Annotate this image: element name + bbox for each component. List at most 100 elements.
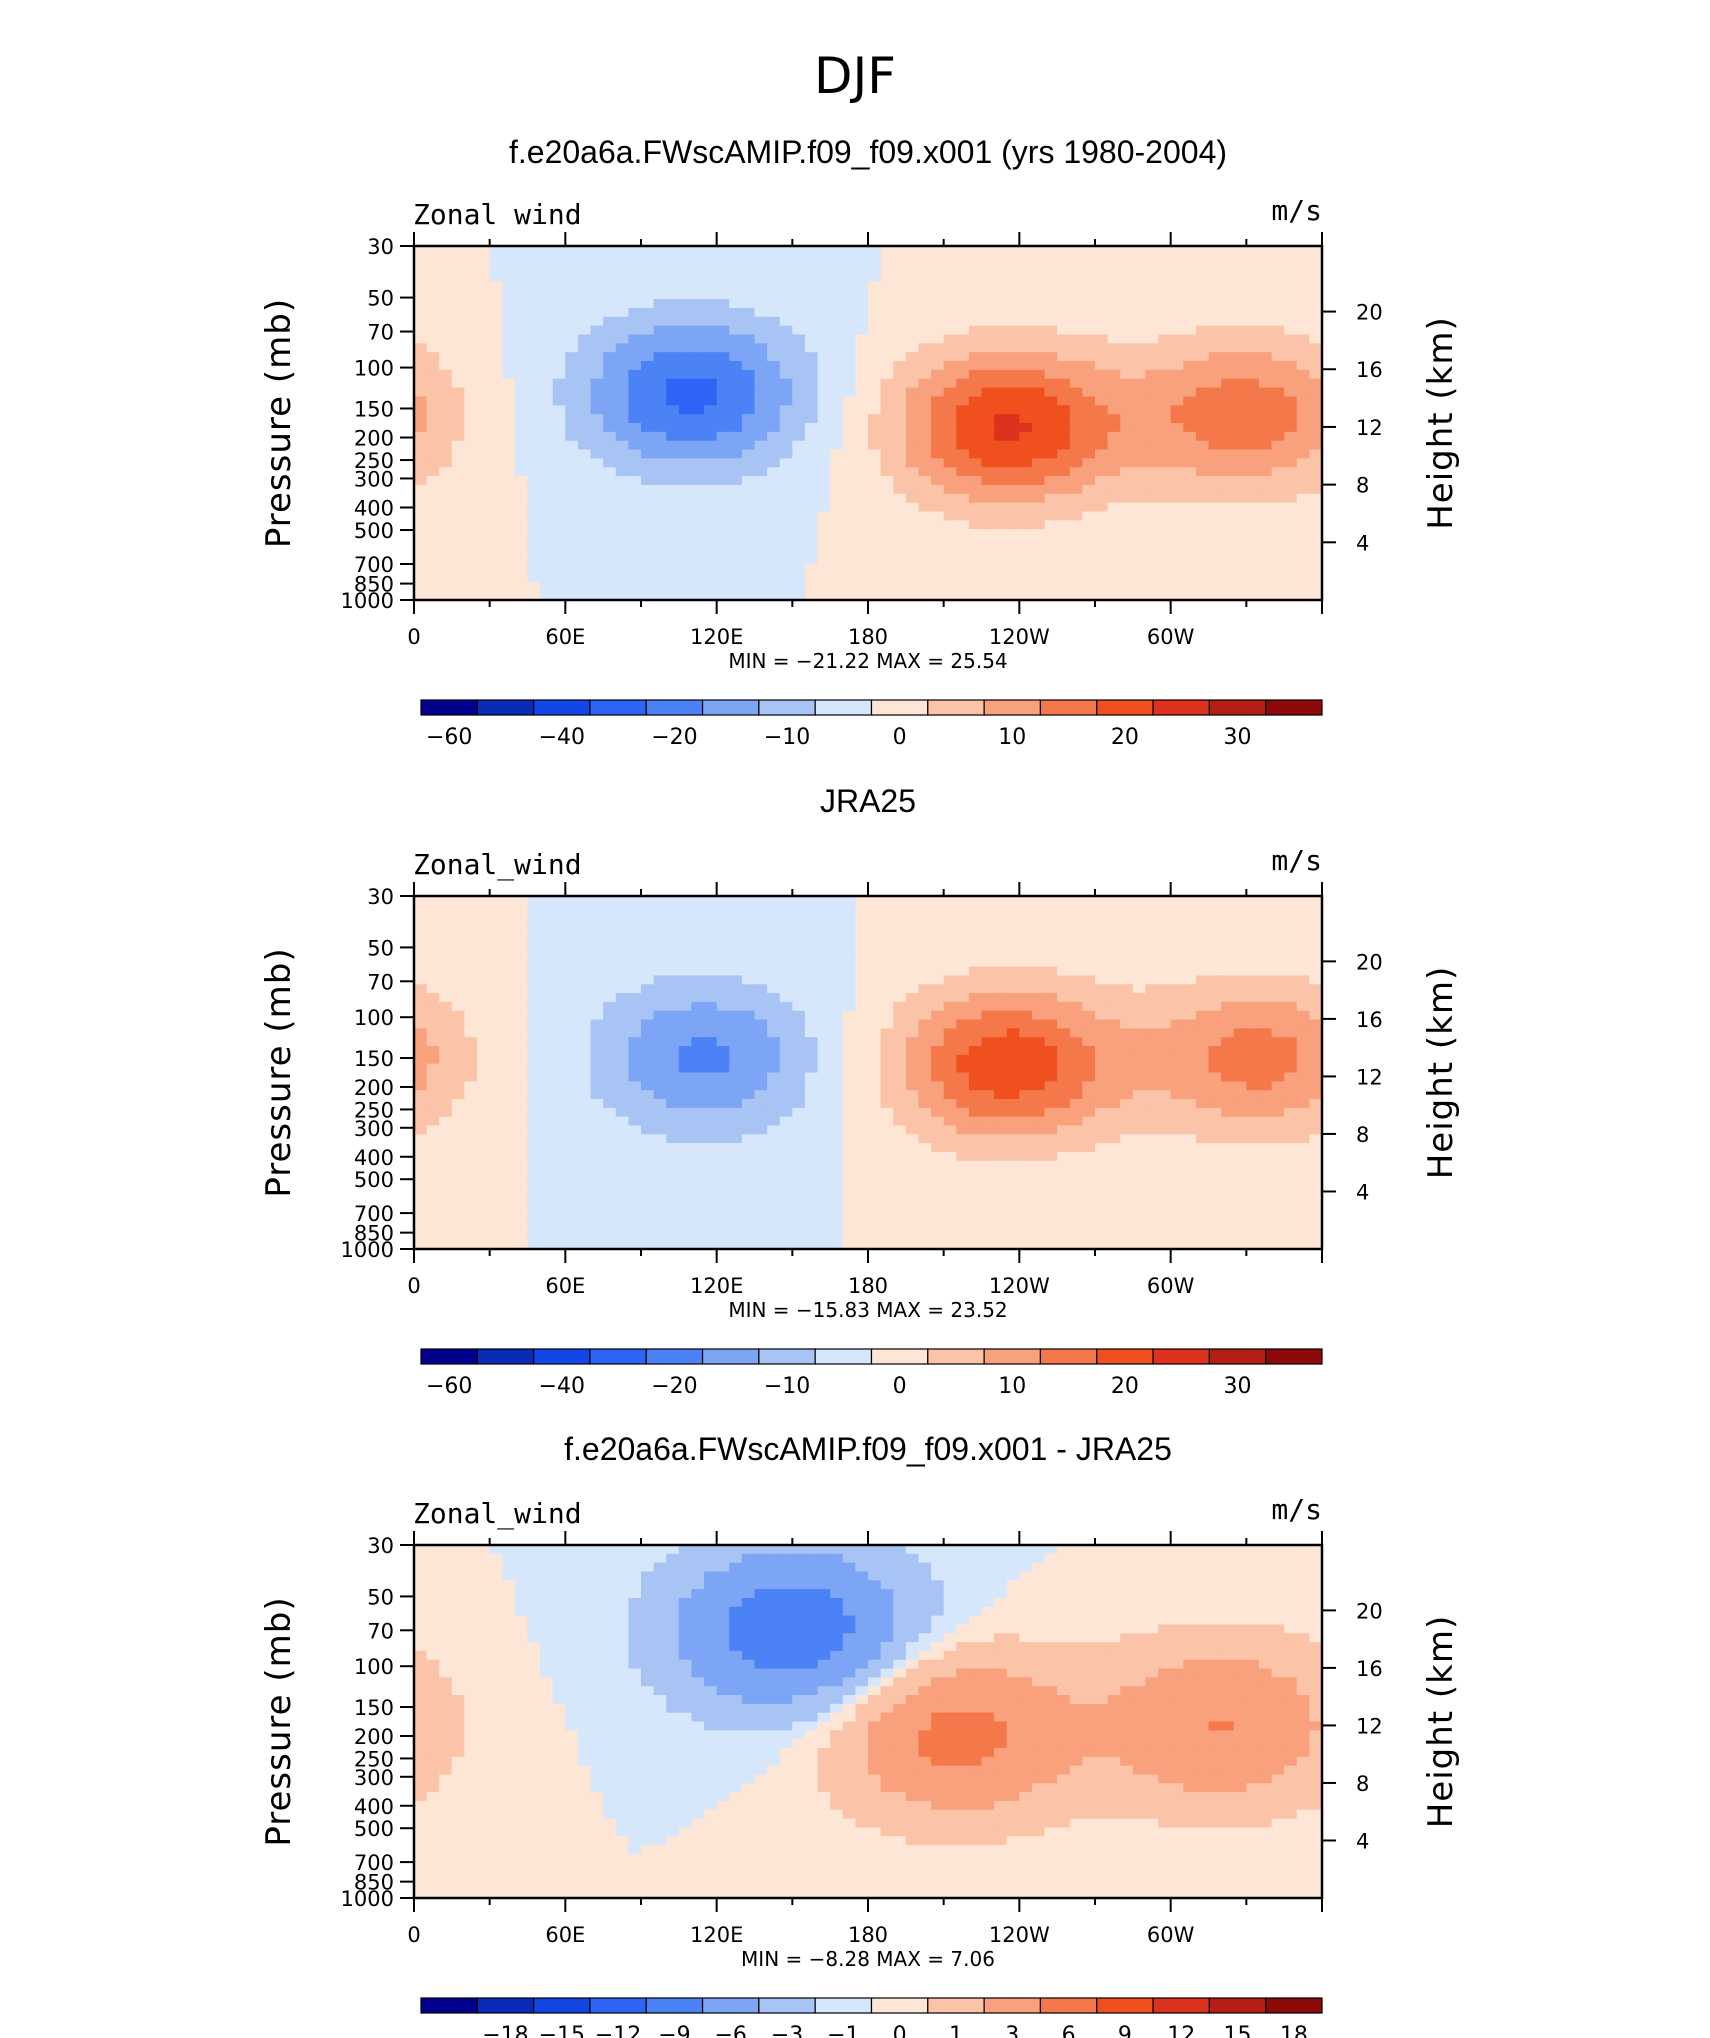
field-cell <box>577 281 592 291</box>
field-cell <box>691 913 705 924</box>
field-cell <box>704 361 718 371</box>
field-cell <box>1044 1134 1058 1144</box>
field-cell <box>817 975 831 985</box>
field-cell <box>918 352 932 362</box>
field-cell <box>905 1072 920 1082</box>
field-cell <box>1019 913 1033 924</box>
field-cell <box>653 529 667 539</box>
field-cell <box>603 957 617 968</box>
field-cell <box>1132 1125 1147 1135</box>
field-cell <box>1309 896 1323 906</box>
field-cell <box>1069 281 1083 291</box>
field-cell <box>477 564 491 575</box>
field-cell <box>414 493 428 504</box>
field-cell <box>1057 263 1071 274</box>
field-cell <box>905 307 920 318</box>
field-cell <box>1107 1028 1121 1038</box>
field-cell <box>1246 458 1260 468</box>
field-cell <box>893 1134 907 1144</box>
field-cell <box>779 281 793 291</box>
field-cell <box>1006 940 1020 950</box>
field-cell <box>565 449 579 459</box>
field-cell <box>830 272 844 282</box>
field-cell <box>741 361 756 371</box>
field-cell <box>931 414 945 424</box>
field-cell <box>1309 405 1323 415</box>
field-cell <box>1132 325 1147 336</box>
field-cell <box>628 546 642 557</box>
field-cell <box>1221 1010 1235 1021</box>
field-cell <box>1296 582 1310 592</box>
field-cell <box>1158 299 1172 309</box>
field-cell <box>868 546 882 557</box>
field-cell <box>754 1010 768 1021</box>
field-cell <box>981 423 995 433</box>
field-cell <box>514 405 529 415</box>
field-cell <box>1170 414 1184 424</box>
field-cell <box>1069 307 1083 318</box>
field-cell <box>1284 511 1298 521</box>
field-cell <box>931 1028 945 1038</box>
field-cell <box>1019 493 1033 504</box>
field-cell <box>666 573 680 583</box>
field-cell <box>1195 975 1210 985</box>
field-cell <box>439 564 453 575</box>
field-cell <box>1309 246 1323 256</box>
field-cell <box>552 281 566 291</box>
field-cell <box>540 387 554 398</box>
field-cell <box>918 1010 932 1021</box>
field-cell <box>489 352 503 362</box>
field-cell <box>1246 352 1260 362</box>
field-cell <box>439 502 453 513</box>
field-cell <box>767 405 781 415</box>
field-cell <box>414 1125 428 1135</box>
field-cell <box>943 316 957 327</box>
field-cell <box>1107 449 1121 459</box>
field-cell <box>540 290 554 300</box>
field-cell <box>741 931 756 941</box>
field-cell <box>1095 555 1109 566</box>
field-cell <box>855 1116 869 1127</box>
field-cell <box>1170 281 1184 291</box>
field-cell <box>1309 387 1323 398</box>
field-cell <box>729 591 743 601</box>
field-cell <box>1044 361 1058 371</box>
field-cell <box>779 361 793 371</box>
field-cell <box>691 529 705 539</box>
field-cell <box>1271 299 1285 309</box>
field-cell <box>653 1028 667 1038</box>
field-cell <box>1309 352 1323 362</box>
field-cell <box>489 1090 503 1100</box>
field-cell <box>477 1010 491 1021</box>
field-cell <box>527 502 541 513</box>
field-cell <box>1158 484 1172 495</box>
field-cell <box>842 1046 856 1056</box>
field-cell <box>691 378 705 389</box>
field-cell <box>1044 1090 1058 1100</box>
field-cell <box>540 263 554 274</box>
field-cell <box>527 254 541 265</box>
field-cell <box>804 263 819 274</box>
field-cell <box>1183 334 1197 344</box>
field-cell <box>628 511 642 521</box>
field-cell <box>905 904 920 915</box>
field-cell <box>729 325 743 336</box>
field-cell <box>1057 582 1071 592</box>
field-cell <box>426 369 440 380</box>
field-cell <box>565 555 579 566</box>
field-cell <box>514 484 529 495</box>
field-cell <box>1309 1019 1323 1029</box>
field-cell <box>1107 396 1121 406</box>
field-cell <box>514 246 529 256</box>
field-cell <box>729 440 743 451</box>
field-cell <box>514 449 529 459</box>
field-cell <box>968 246 983 256</box>
field-cell <box>1057 246 1071 256</box>
y2-tick-label: 20 <box>1356 301 1383 325</box>
field-cell <box>842 573 856 583</box>
field-cell <box>1183 449 1197 459</box>
field-cell <box>868 378 882 389</box>
field-cell <box>527 1010 541 1021</box>
field-cell <box>552 1019 566 1029</box>
field-cell <box>830 957 844 968</box>
